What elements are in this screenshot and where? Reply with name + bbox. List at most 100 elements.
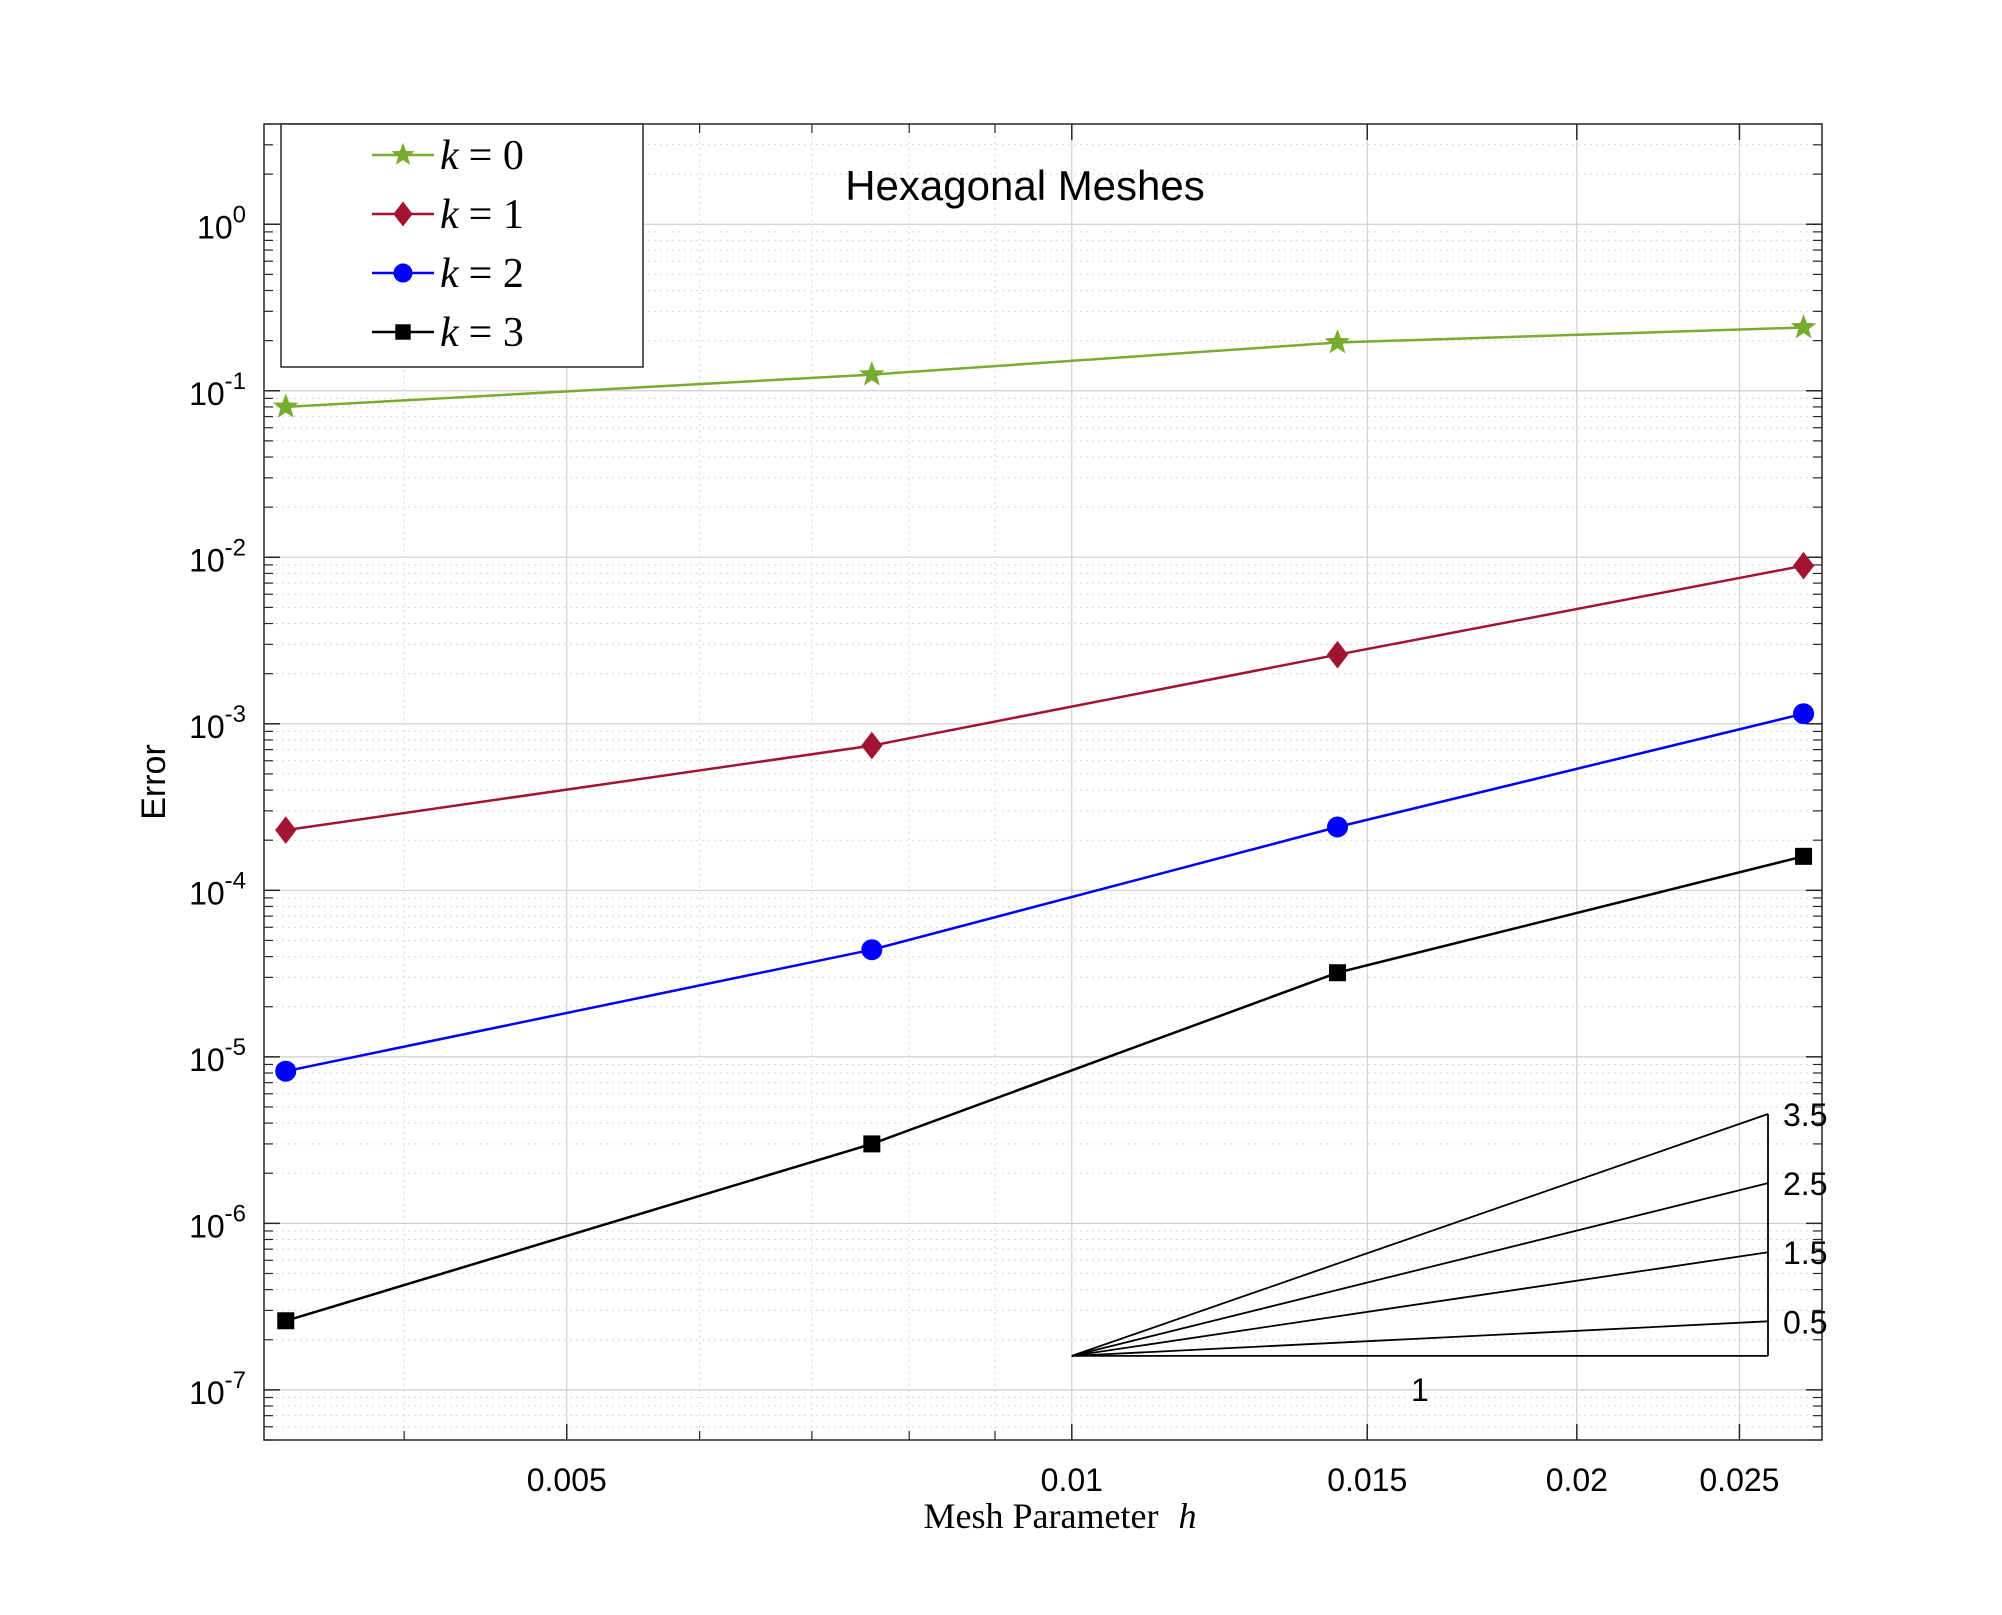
data-point <box>1324 329 1351 354</box>
y-tick-base: 10 <box>189 709 225 745</box>
data-point <box>863 1135 881 1153</box>
legend-box <box>280 123 644 368</box>
legend-label: k = 1 <box>440 192 524 238</box>
data-point <box>861 939 883 961</box>
data-point <box>1328 964 1346 982</box>
y-tick-base: 10 <box>197 209 233 245</box>
x-axis-label: Mesh Parameter h <box>924 1495 1197 1536</box>
series-k-3 <box>277 847 1813 1330</box>
data-point <box>1795 847 1813 865</box>
plot-area-frame <box>263 123 1823 1441</box>
legend-entry: k = 0 <box>372 133 524 179</box>
data-point <box>393 263 413 283</box>
data-point <box>1326 640 1349 669</box>
legend-label-value: = 3 <box>469 310 524 356</box>
y-tick-label: 10-2 <box>189 534 246 578</box>
legend-entry: k = 2 <box>372 251 524 297</box>
slope-line <box>1071 1113 1769 1357</box>
y-tick-label: 10-7 <box>189 1367 246 1411</box>
y-tick-label-text: 10-5 <box>189 1034 246 1078</box>
y-tick-label-text: 10-4 <box>189 867 246 911</box>
y-tick-exponent: -5 <box>225 1034 246 1061</box>
y-tick-label-text: 10-7 <box>189 1367 246 1411</box>
y-tick-base: 10 <box>189 376 225 412</box>
y-tick-label: 10-1 <box>189 368 246 412</box>
data-point <box>272 393 299 418</box>
slope-line <box>1071 1320 1769 1357</box>
y-tick-exponent: -6 <box>225 1200 246 1227</box>
slope-base-label: 1 <box>1411 1372 1429 1408</box>
slope-line <box>1071 1182 1769 1357</box>
y-tick-label-text: 10-2 <box>189 534 246 578</box>
y-tick-base: 10 <box>189 1042 225 1078</box>
y-tick-base: 10 <box>189 1375 225 1411</box>
data-point <box>277 1312 295 1330</box>
series-line <box>285 855 1804 1322</box>
y-tick-exponent: -4 <box>225 867 246 894</box>
series-layer <box>272 314 1817 1330</box>
x-tick-labels: 0.005 0.01 0.015 0.02 0.025 <box>527 1462 1780 1498</box>
legend-label-var: k <box>440 192 460 238</box>
slope-triangle: 3.5 2.5 1.5 0.5 1 <box>1071 1097 1827 1408</box>
legend-label-value: = 0 <box>469 133 524 179</box>
x-tick-label: 0.015 <box>1327 1462 1407 1498</box>
legend-label-var: k <box>440 251 460 297</box>
data-point <box>861 731 883 760</box>
legend-label-var: k <box>440 310 460 356</box>
legend-label: k = 3 <box>440 310 524 356</box>
legend-label: k = 2 <box>440 251 524 297</box>
legend-label-value: = 2 <box>469 251 524 297</box>
series-line <box>285 712 1804 1073</box>
slope-label: 1.5 <box>1783 1235 1827 1271</box>
data-point <box>859 361 885 386</box>
data-point <box>395 324 411 340</box>
legend-label-var: k <box>440 133 460 179</box>
y-tick-label: 10-6 <box>189 1200 246 1244</box>
y-tick-base: 10 <box>189 542 225 578</box>
series-k-2 <box>275 703 1815 1082</box>
slope-label: 2.5 <box>1783 1166 1827 1202</box>
y-tick-label-text: 100 <box>197 201 246 245</box>
legend-label-value: = 1 <box>469 192 524 238</box>
slope-line <box>1071 1251 1769 1357</box>
y-tick-label-text: 10-1 <box>189 368 246 412</box>
slope-label: 3.5 <box>1783 1097 1827 1133</box>
data-point <box>1792 551 1815 580</box>
y-tick-label-text: 10-6 <box>189 1200 246 1244</box>
y-tick-label: 10-5 <box>189 1034 246 1078</box>
legend-label: k = 0 <box>440 133 524 179</box>
chart-title: Hexagonal Meshes <box>845 162 1205 209</box>
y-tick-label: 10-4 <box>189 867 246 911</box>
data-point <box>1793 703 1815 725</box>
series-line <box>285 326 1804 409</box>
legend-entry: k = 3 <box>372 310 524 356</box>
y-tick-exponent: 0 <box>233 201 246 228</box>
x-tick-label: 0.005 <box>527 1462 607 1498</box>
series-line <box>285 564 1804 832</box>
data-point <box>393 201 413 227</box>
x-tick-label: 0.02 <box>1546 1462 1608 1498</box>
x-tick-label: 0.01 <box>1041 1462 1103 1498</box>
y-tick-exponent: -7 <box>225 1367 246 1394</box>
data-point <box>275 816 297 844</box>
y-tick-exponent: -3 <box>225 701 246 728</box>
data-point <box>1790 314 1817 339</box>
y-tick-base: 10 <box>189 875 225 911</box>
data-point <box>391 142 415 165</box>
data-point <box>275 1060 297 1082</box>
series-k-1 <box>275 551 1815 844</box>
x-axis-label-text: Mesh Parameter <box>924 1496 1159 1536</box>
legend-entry: k = 1 <box>372 192 524 238</box>
y-tick-exponent: -2 <box>225 534 246 561</box>
y-tick-label-text: 10-3 <box>189 701 246 745</box>
y-tick-base: 10 <box>189 1208 225 1244</box>
series-k-0 <box>272 314 1817 418</box>
x-tick-label: 0.025 <box>1699 1462 1779 1498</box>
slope-label: 0.5 <box>1783 1304 1827 1340</box>
y-tick-label: 100 <box>197 201 246 245</box>
y-tick-exponent: -1 <box>225 368 246 395</box>
legend: k = 0k = 1k = 2k = 3 <box>280 123 644 368</box>
